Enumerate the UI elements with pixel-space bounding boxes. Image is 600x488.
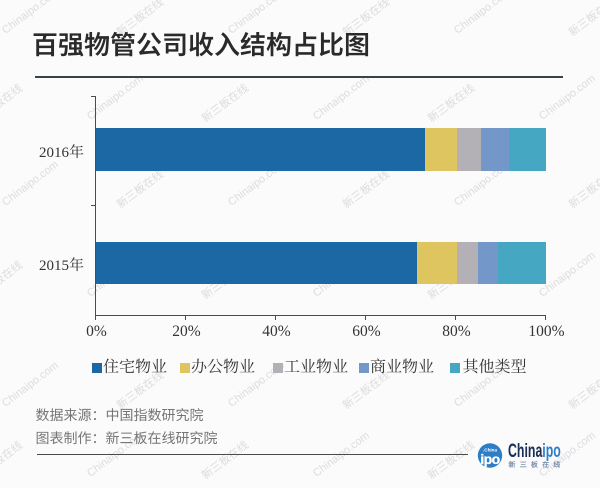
svg-text:ipo: ipo [480, 451, 499, 467]
svg-text:.China: .China [483, 448, 497, 453]
